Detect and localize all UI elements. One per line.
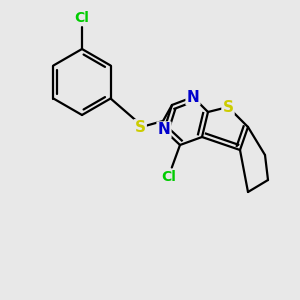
Text: Cl: Cl: [161, 170, 176, 184]
Text: S: S: [134, 121, 146, 136]
Text: N: N: [187, 89, 200, 104]
Text: N: N: [158, 122, 170, 137]
Text: Cl: Cl: [75, 11, 89, 25]
Text: S: S: [134, 121, 146, 136]
Text: S: S: [223, 100, 233, 115]
